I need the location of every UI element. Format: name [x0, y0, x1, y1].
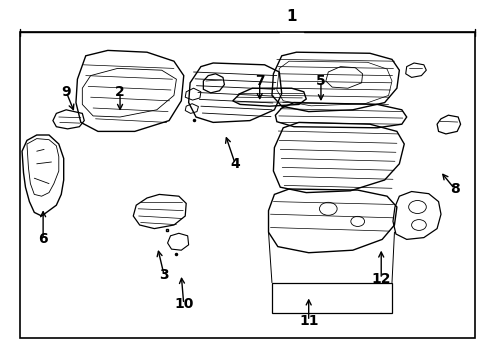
Text: 3: 3 [159, 269, 169, 282]
Bar [272, 283, 392, 313]
Text: 8: 8 [450, 182, 460, 196]
Text: 7: 7 [255, 74, 265, 88]
Text: 5: 5 [316, 74, 326, 88]
Text: 2: 2 [115, 85, 125, 99]
Text: 12: 12 [371, 272, 391, 286]
Text: 1: 1 [286, 9, 297, 24]
Text: 4: 4 [230, 157, 240, 171]
Text: 9: 9 [61, 85, 71, 99]
Text: 6: 6 [38, 233, 48, 246]
Bar [20, 32, 475, 338]
Text: 10: 10 [174, 297, 194, 311]
Text: 11: 11 [299, 314, 318, 328]
